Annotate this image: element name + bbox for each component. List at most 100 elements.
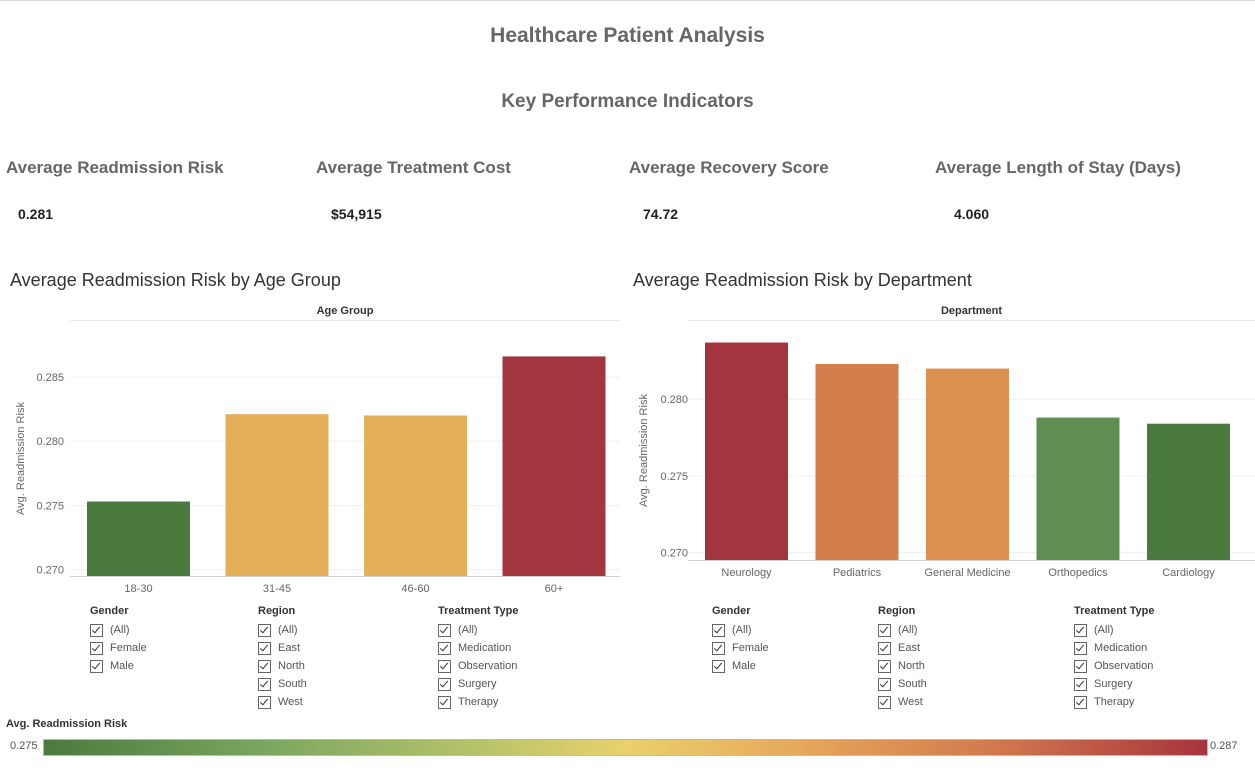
filter-option-label: North: [898, 660, 925, 672]
age-group-bar-chart: Age Group Avg. Readmission Risk 0.270 0.275…: [15, 305, 620, 595]
filter-option[interactable]: (All): [1074, 621, 1155, 639]
filter-option[interactable]: Medication: [1074, 639, 1155, 657]
filter-option[interactable]: Medication: [438, 639, 519, 657]
filter-option[interactable]: Female: [90, 639, 147, 657]
checkbox-checked-icon[interactable]: [258, 659, 271, 673]
filter-option-label: East: [898, 642, 921, 654]
checkbox-checked-icon[interactable]: [1074, 641, 1087, 655]
checkbox-checked-icon[interactable]: [712, 623, 725, 637]
filter-option-label: (All): [278, 624, 298, 636]
checkbox-checked-icon[interactable]: [878, 641, 891, 655]
kpi-section-title: Key Performance Indicators: [501, 91, 754, 112]
filter-option-label: (All): [110, 624, 130, 636]
filter-option[interactable]: Male: [712, 657, 769, 675]
filter-option[interactable]: Therapy: [1074, 693, 1155, 711]
checkbox-checked-icon[interactable]: [878, 623, 891, 637]
checkbox-checked-icon[interactable]: [438, 677, 451, 691]
filter-option-label: West: [278, 696, 303, 708]
checkbox-checked-icon[interactable]: [90, 623, 103, 637]
checkbox-checked-icon[interactable]: [438, 623, 451, 637]
checkbox-checked-icon[interactable]: [258, 695, 271, 709]
filter-option[interactable]: Observation: [1074, 657, 1155, 675]
checkbox-checked-icon[interactable]: [1074, 623, 1087, 637]
dept-bar-pediatrics[interactable]: [815, 363, 899, 560]
age-bar-60-[interactable]: [502, 356, 606, 576]
dept-y-axis-title: Avg. Readmission Risk: [638, 394, 650, 507]
color-legend-gradient: [43, 739, 1208, 756]
age-x-tick-label: 60+: [545, 583, 564, 595]
filter-option[interactable]: Female: [712, 639, 769, 657]
filter-option[interactable]: (All): [438, 621, 519, 639]
checkbox-checked-icon[interactable]: [90, 659, 103, 673]
filter-option[interactable]: East: [878, 639, 927, 657]
filter-option[interactable]: Surgery: [1074, 675, 1155, 693]
right-filter-treatment-type: Treatment Type (All) Medication Observation…: [1074, 605, 1155, 711]
checkbox-checked-icon[interactable]: [878, 677, 891, 691]
age-bar-18-30[interactable]: [87, 501, 190, 576]
filter-option[interactable]: North: [258, 657, 307, 675]
checkbox-checked-icon[interactable]: [712, 659, 725, 673]
filter-option[interactable]: Male: [90, 657, 147, 675]
checkbox-checked-icon[interactable]: [90, 641, 103, 655]
kpi-treatment-cost: Average Treatment Cost $54,915: [316, 158, 511, 222]
dept-x-axis-title: Department: [941, 305, 1002, 317]
filter-option-label: (All): [458, 624, 478, 636]
color-legend-title: Avg. Readmission Risk: [6, 718, 128, 730]
kpi-value: 74.72: [643, 206, 679, 222]
age-x-tick-label: 46-60: [401, 583, 429, 595]
dept-bar-cardiology[interactable]: [1147, 423, 1230, 560]
checkbox-checked-icon[interactable]: [1074, 677, 1087, 691]
dept-x-tick-label: Cardiology: [1162, 567, 1215, 579]
checkbox-checked-icon[interactable]: [438, 659, 451, 673]
filter-title: Gender: [90, 605, 129, 617]
filter-option[interactable]: South: [258, 675, 307, 693]
filter-option-label: West: [898, 696, 923, 708]
dept-x-tick-label: General Medicine: [924, 567, 1010, 579]
filter-option[interactable]: (All): [258, 621, 307, 639]
age-y-tick-label: 0.280: [36, 436, 64, 448]
checkbox-checked-icon[interactable]: [878, 695, 891, 709]
dept-y-tick-label: 0.270: [660, 547, 688, 559]
dept-bar-orthopedics[interactable]: [1036, 417, 1120, 560]
filter-option[interactable]: Surgery: [438, 675, 519, 693]
kpi-label: Average Treatment Cost: [316, 158, 511, 177]
filter-option[interactable]: (All): [712, 621, 769, 639]
filter-option[interactable]: West: [258, 693, 307, 711]
checkbox-checked-icon[interactable]: [258, 623, 271, 637]
left-filter-region: Region (All) East North South West: [258, 605, 307, 711]
age-y-tick-label: 0.285: [36, 372, 64, 384]
checkbox-checked-icon[interactable]: [712, 641, 725, 655]
filter-option-label: Surgery: [1094, 678, 1133, 690]
age-bar-31-45[interactable]: [225, 414, 329, 576]
filter-option-label: Female: [732, 642, 769, 654]
kpi-label: Average Recovery Score: [629, 158, 829, 177]
kpi-length-of-stay: Average Length of Stay (Days) 4.060: [935, 158, 1181, 222]
checkbox-checked-icon[interactable]: [438, 695, 451, 709]
kpi-value: 0.281: [18, 206, 54, 222]
department-bar-chart: Department Avg. Readmission Risk 0.270 0.27…: [638, 305, 1255, 579]
filter-option[interactable]: (All): [90, 621, 147, 639]
filter-option[interactable]: North: [878, 657, 927, 675]
filter-option[interactable]: Therapy: [438, 693, 519, 711]
filter-title: Region: [878, 605, 916, 617]
right-filter-region: Region (All) East North South West: [878, 605, 927, 711]
checkbox-checked-icon[interactable]: [878, 659, 891, 673]
filter-option[interactable]: (All): [878, 621, 927, 639]
filter-option[interactable]: East: [258, 639, 307, 657]
checkbox-checked-icon[interactable]: [258, 677, 271, 691]
checkbox-checked-icon[interactable]: [1074, 659, 1087, 673]
checkbox-checked-icon[interactable]: [258, 641, 271, 655]
dept-bar-neurology[interactable]: [705, 342, 788, 560]
age-y-tick-label: 0.270: [36, 565, 64, 577]
checkbox-checked-icon[interactable]: [438, 641, 451, 655]
dept-bar-general-medicine[interactable]: [926, 368, 1009, 560]
filter-option[interactable]: Observation: [438, 657, 519, 675]
filter-option[interactable]: South: [878, 675, 927, 693]
dashboard-title: Healthcare Patient Analysis: [490, 24, 765, 47]
right-filter-gender: Gender (All) Female Male: [712, 605, 769, 675]
dept-y-tick-label: 0.275: [660, 471, 688, 483]
age-bar-46-60[interactable]: [364, 415, 467, 576]
checkbox-checked-icon[interactable]: [1074, 695, 1087, 709]
filter-option[interactable]: West: [878, 693, 927, 711]
filter-option-label: (All): [732, 624, 752, 636]
